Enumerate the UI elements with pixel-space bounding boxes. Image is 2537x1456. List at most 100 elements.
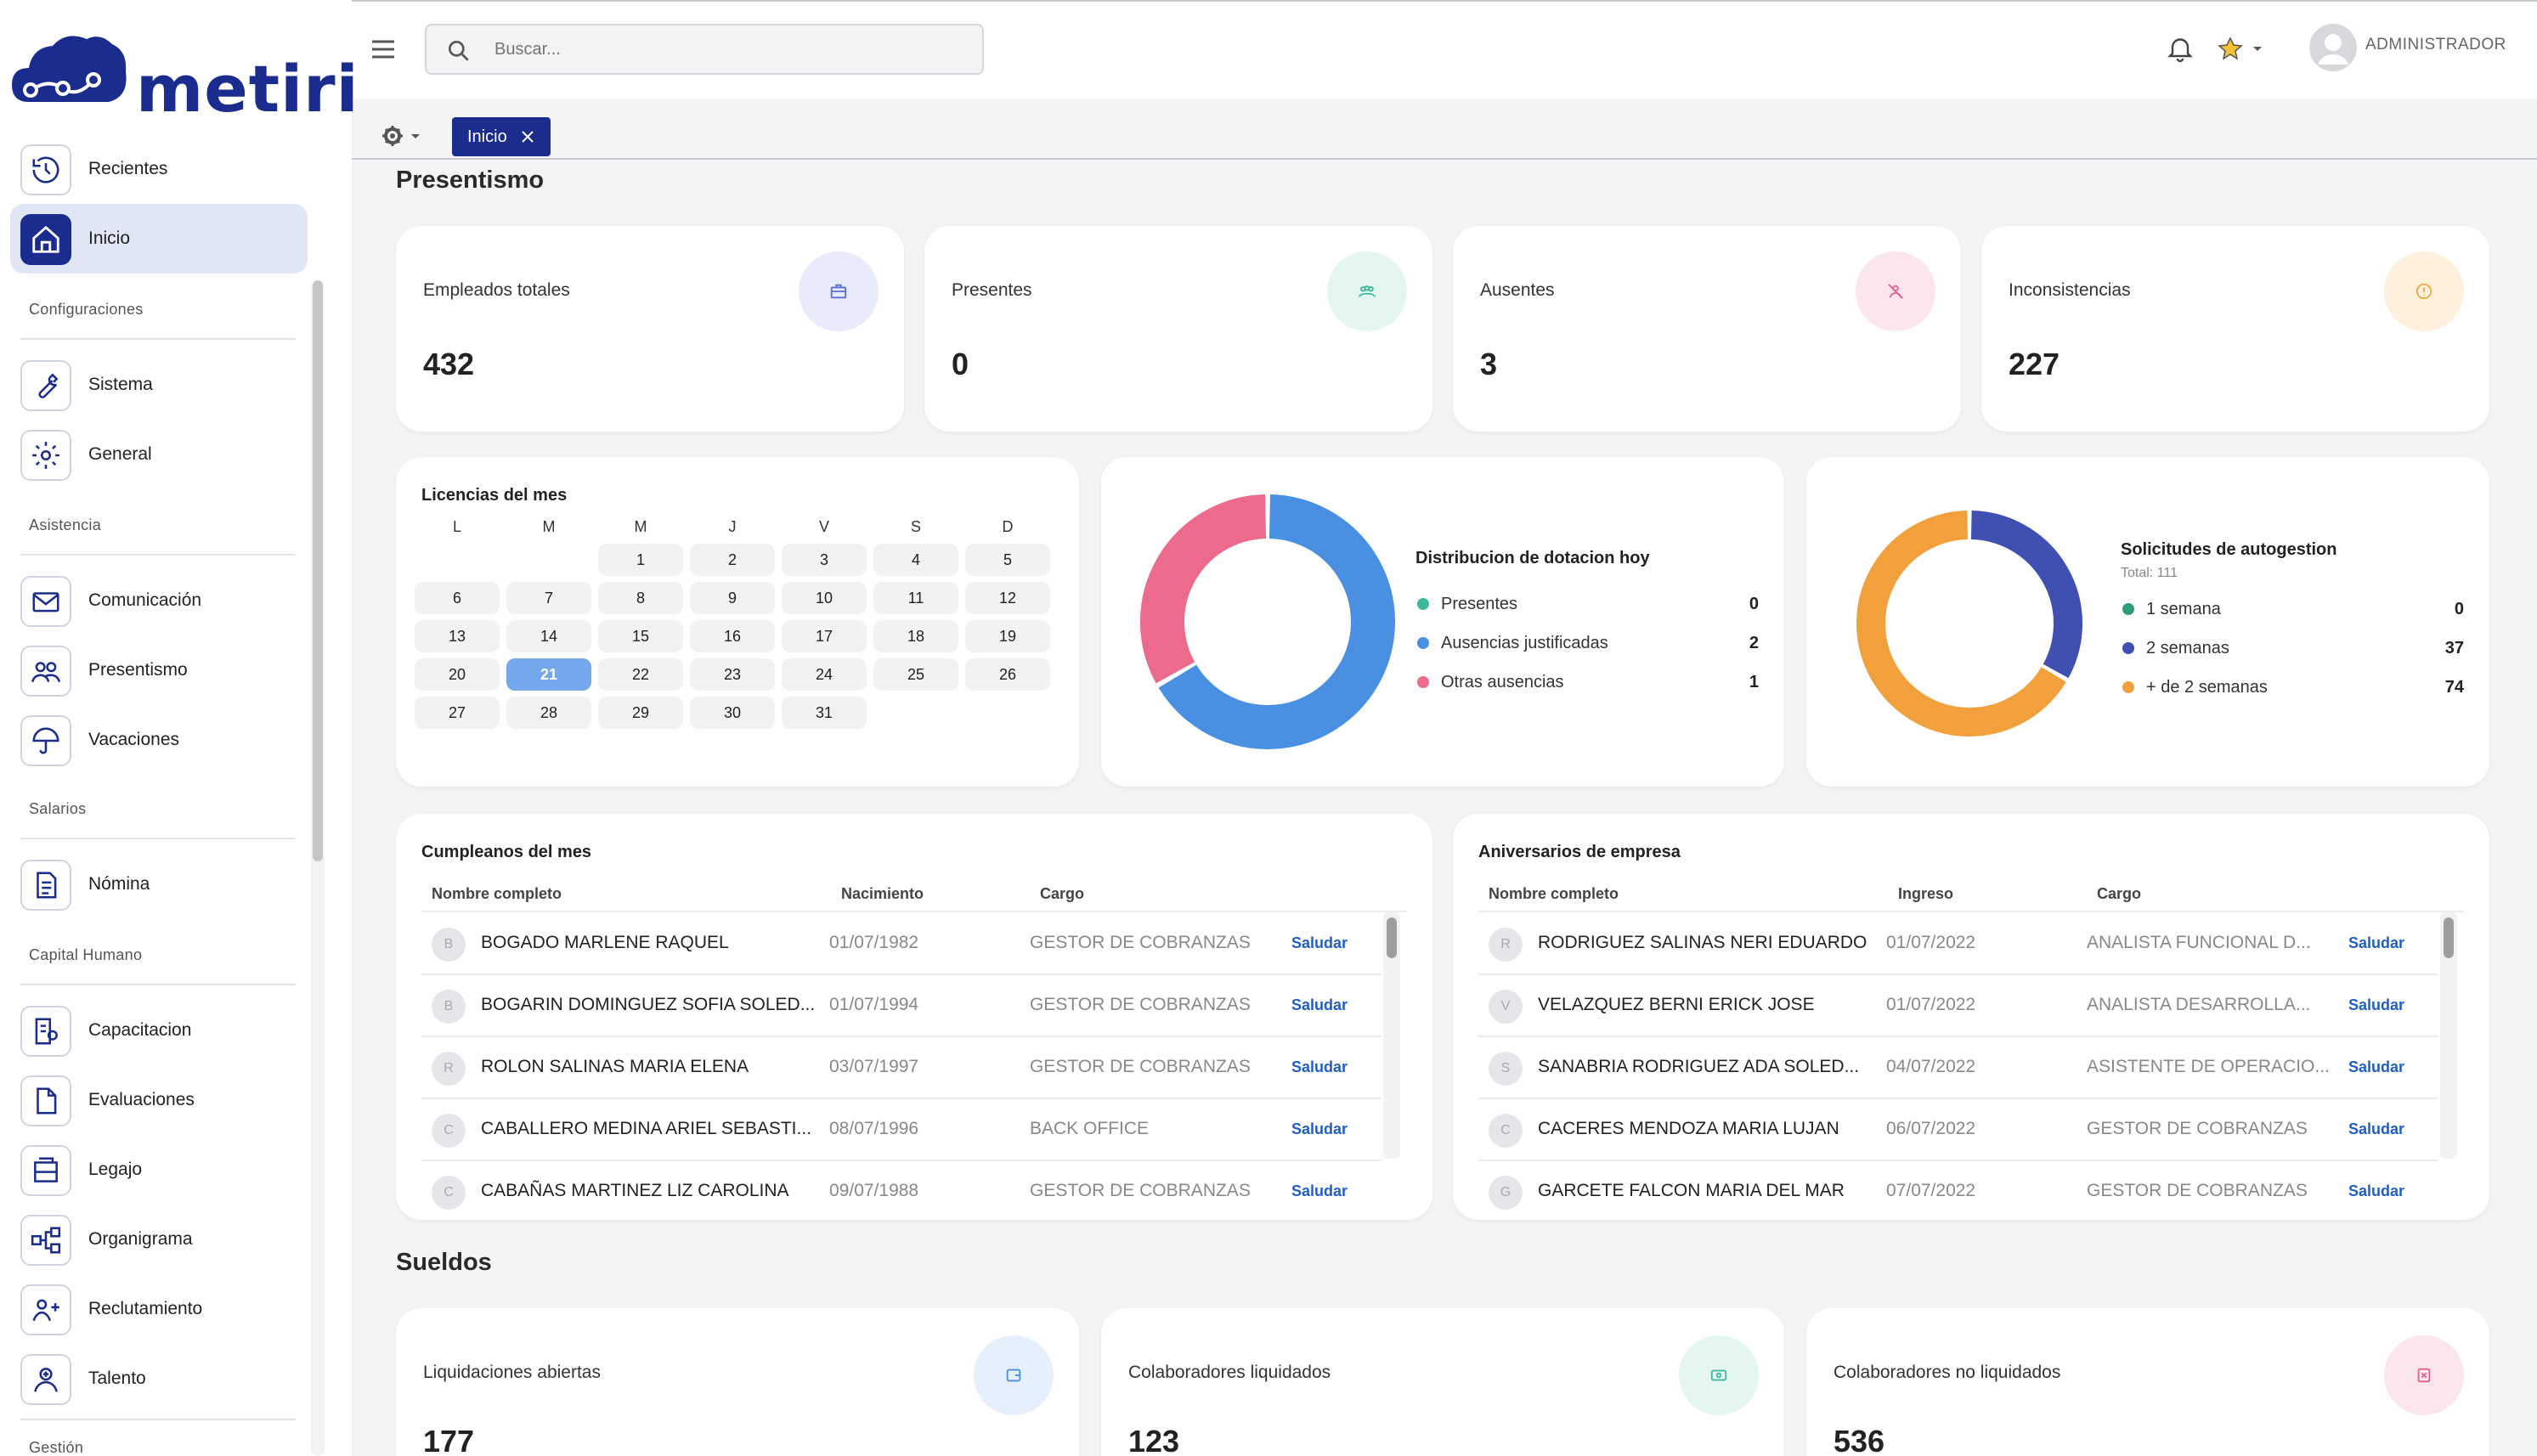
- calendar-day[interactable]: 17: [782, 620, 867, 652]
- saludar-link[interactable]: Saludar: [2348, 996, 2405, 1013]
- legend-item[interactable]: 2 semanas 37: [2122, 635, 2464, 661]
- calendar-day[interactable]: 24: [782, 658, 867, 691]
- calendar-day[interactable]: 23: [690, 658, 775, 691]
- sidebar-item-legajo[interactable]: Legajo: [10, 1135, 308, 1205]
- sidebar-scrollbar-thumb[interactable]: [313, 280, 323, 861]
- calendar-day[interactable]: 22: [598, 658, 683, 691]
- table-row[interactable]: C CABALLERO MEDINA ARIEL SEBASTI... 08/07/…: [421, 1098, 1382, 1160]
- saludar-link[interactable]: Saludar: [1291, 1120, 1348, 1137]
- sidebar-item-evaluaciones[interactable]: Evaluaciones: [10, 1065, 308, 1135]
- sidebar-item-presentismo[interactable]: Presentismo: [10, 635, 308, 705]
- table-row[interactable]: B BOGADO MARLENE RAQUEL 01/07/1982 GESTOR D…: [421, 912, 1382, 973]
- sidebar-item-vacaciones[interactable]: Vacaciones: [10, 705, 308, 775]
- donut-segment[interactable]: [1970, 511, 2082, 679]
- sidebar-item-capacitacion[interactable]: Capacitacion: [10, 996, 308, 1065]
- table-scrollbar[interactable]: [2440, 912, 2457, 1159]
- favorites-star-icon[interactable]: [2216, 32, 2269, 65]
- autogestion-donut-chart[interactable]: [1850, 505, 2088, 742]
- scrollbar-thumb[interactable]: [1387, 917, 1397, 958]
- search-box[interactable]: [425, 24, 984, 75]
- calendar-day[interactable]: 16: [690, 620, 775, 652]
- calendar-day[interactable]: 29: [598, 697, 683, 729]
- donut-segment[interactable]: [1856, 511, 2066, 736]
- sidebar-item-comunicacion[interactable]: Comunicación: [10, 566, 308, 635]
- calendar-day[interactable]: 6: [415, 582, 500, 614]
- sidebar-item-talento[interactable]: Talento: [10, 1344, 308, 1414]
- stat-card-empleados[interactable]: Empleados totales 432: [396, 226, 904, 432]
- close-icon[interactable]: [520, 129, 535, 144]
- sidebar-item-general[interactable]: General: [10, 420, 308, 489]
- calendar-day[interactable]: 18: [873, 620, 958, 652]
- calendar-day[interactable]: 21: [506, 658, 591, 691]
- calendar-day[interactable]: 10: [782, 582, 867, 614]
- avatar[interactable]: [2309, 24, 2357, 71]
- calendar-day[interactable]: 25: [873, 658, 958, 691]
- legend-item[interactable]: Presentes 0: [1417, 591, 1759, 617]
- calendar-day[interactable]: 3: [782, 544, 867, 576]
- table-row[interactable]: C CACERES MENDOZA MARIA LUJAN 06/07/2022 GE…: [1478, 1098, 2438, 1160]
- calendar-day[interactable]: 14: [506, 620, 591, 652]
- legend-item[interactable]: 1 semana 0: [2122, 596, 2464, 622]
- calendar-day[interactable]: 1: [598, 544, 683, 576]
- table-row[interactable]: V VELAZQUEZ BERNI ERICK JOSE 01/07/2022 ANA…: [1478, 974, 2438, 1036]
- col-header-nombre[interactable]: Nombre completo: [1489, 885, 1619, 902]
- calendar-day[interactable]: 12: [965, 582, 1050, 614]
- saludar-link[interactable]: Saludar: [2348, 1120, 2405, 1137]
- calendar-day[interactable]: 2: [690, 544, 775, 576]
- stat-card-presentes[interactable]: Presentes 0: [924, 226, 1432, 432]
- table-row[interactable]: G GARCETE FALCON MARIA DEL MAR 07/07/2022 G…: [1478, 1160, 2438, 1220]
- col-header-nombre[interactable]: Nombre completo: [432, 885, 562, 902]
- saludar-link[interactable]: Saludar: [1291, 934, 1348, 951]
- col-header-nacimiento[interactable]: Nacimiento: [841, 885, 924, 902]
- legend-item[interactable]: + de 2 semanas 74: [2122, 674, 2464, 700]
- calendar-day[interactable]: 5: [965, 544, 1050, 576]
- donut-segment[interactable]: [1140, 494, 1267, 684]
- table-row[interactable]: R RODRIGUEZ SALINAS NERI EDUARDO 01/07/202…: [1478, 912, 2438, 973]
- calendar-day[interactable]: 30: [690, 697, 775, 729]
- notification-bell-icon[interactable]: [2165, 32, 2195, 65]
- col-header-cargo[interactable]: Cargo: [1040, 885, 1085, 902]
- calendar-day[interactable]: 9: [690, 582, 775, 614]
- calendar-day[interactable]: 19: [965, 620, 1050, 652]
- table-row[interactable]: C CABAÑAS MARTINEZ LIZ CAROLINA 09/07/1988…: [421, 1160, 1382, 1220]
- calendar-day[interactable]: 20: [415, 658, 500, 691]
- settings-gear-icon[interactable]: [377, 121, 428, 151]
- sidebar-item-reclutamiento[interactable]: Reclutamiento: [10, 1274, 308, 1344]
- saludar-link[interactable]: Saludar: [2348, 1058, 2405, 1075]
- sidebar-item-organigrama[interactable]: Organigrama: [10, 1205, 308, 1274]
- table-row[interactable]: S SANABRIA RODRIGUEZ ADA SOLED... 04/07/20…: [1478, 1036, 2438, 1098]
- saludar-link[interactable]: Saludar: [1291, 996, 1348, 1013]
- table-scrollbar[interactable]: [1383, 912, 1400, 1159]
- stat-card-liquidados[interactable]: Colaboradores liquidados 123: [1101, 1308, 1784, 1456]
- calendar-day[interactable]: 15: [598, 620, 683, 652]
- user-name[interactable]: ADMINISTRADOR: [2365, 36, 2506, 54]
- legend-item[interactable]: Ausencias justificadas 2: [1417, 630, 1759, 656]
- calendar-day[interactable]: 4: [873, 544, 958, 576]
- sidebar-item-nomina[interactable]: Nómina: [10, 849, 308, 919]
- calendar-day[interactable]: 27: [415, 697, 500, 729]
- calendar-day[interactable]: 13: [415, 620, 500, 652]
- brand-logo[interactable]: metiri: [10, 29, 359, 127]
- stat-card-no-liquidados[interactable]: Colaboradores no liquidados 536: [1806, 1308, 2489, 1456]
- calendar-day[interactable]: 28: [506, 697, 591, 729]
- stat-card-ausentes[interactable]: Ausentes 3: [1453, 226, 1961, 432]
- col-header-cargo[interactable]: Cargo: [2097, 885, 2142, 902]
- sidebar-item-inicio[interactable]: Inicio: [10, 204, 308, 274]
- search-input[interactable]: [494, 32, 970, 66]
- donut-segment[interactable]: [1158, 494, 1395, 749]
- saludar-link[interactable]: Saludar: [1291, 1058, 1348, 1075]
- calendar-day[interactable]: 8: [598, 582, 683, 614]
- saludar-link[interactable]: Saludar: [2348, 934, 2405, 951]
- calendar-day[interactable]: 11: [873, 582, 958, 614]
- calendar-day[interactable]: 31: [782, 697, 867, 729]
- sidebar-item-recientes[interactable]: Recientes: [10, 134, 308, 204]
- dotacion-donut-chart[interactable]: [1140, 494, 1395, 749]
- legend-item[interactable]: Otras ausencias 1: [1417, 669, 1759, 695]
- stat-card-inconsistencias[interactable]: Inconsistencias 227: [1981, 226, 2489, 432]
- saludar-link[interactable]: Saludar: [2348, 1182, 2405, 1199]
- hamburger-menu-icon[interactable]: [367, 34, 401, 65]
- scrollbar-thumb[interactable]: [2444, 917, 2454, 958]
- table-row[interactable]: B BOGARIN DOMINGUEZ SOFIA SOLED... 01/07/1…: [421, 974, 1382, 1036]
- table-row[interactable]: R ROLON SALINAS MARIA ELENA 03/07/1997 GEST…: [421, 1036, 1382, 1098]
- col-header-ingreso[interactable]: Ingreso: [1898, 885, 1954, 902]
